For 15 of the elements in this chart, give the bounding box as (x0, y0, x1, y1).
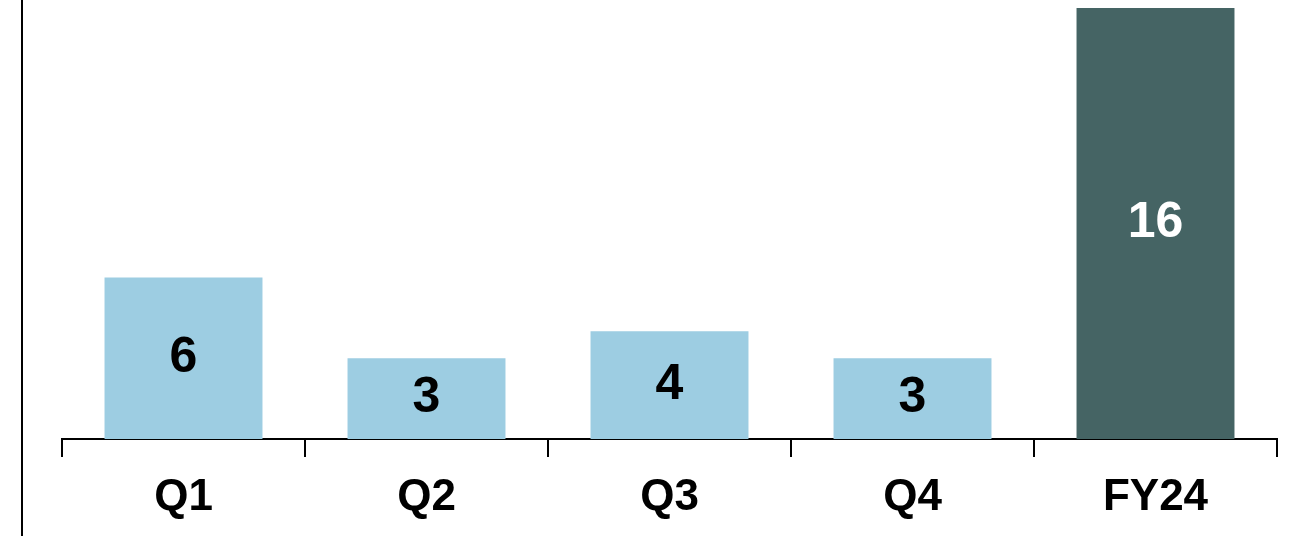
x-tick-label: Q1 (154, 469, 213, 519)
x-tick-label: FY24 (1102, 469, 1209, 519)
data-label: 16 (1127, 192, 1184, 249)
x-tick-label: Q2 (397, 469, 456, 519)
bar (833, 358, 992, 439)
data-label: 4 (655, 353, 684, 410)
x-tick-label: Q4 (883, 469, 943, 519)
x-tick-label: Q3 (640, 469, 699, 519)
bar (347, 358, 506, 439)
data-label: 3 (898, 367, 927, 424)
data-label: 3 (412, 367, 441, 424)
data-label: 6 (169, 326, 198, 383)
bar (1076, 8, 1235, 439)
bar (104, 277, 263, 439)
bar (590, 331, 749, 439)
